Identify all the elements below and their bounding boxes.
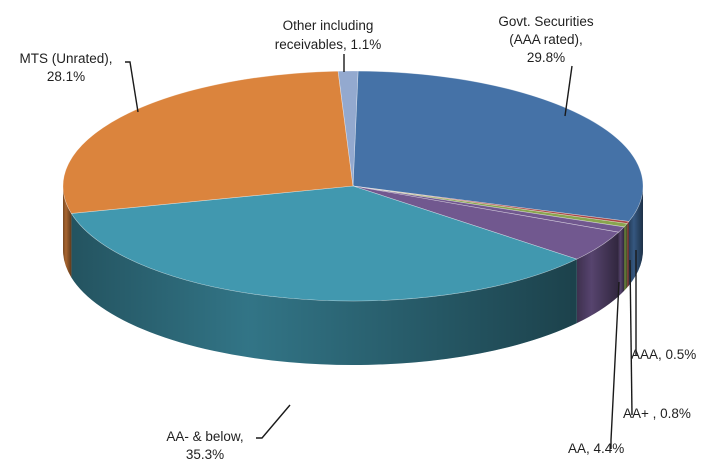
slice-govt bbox=[352, 70, 644, 222]
slice-aaminus bbox=[70, 185, 578, 302]
leader-lines bbox=[125, 54, 637, 449]
slice-side-shade-other1 bbox=[627, 221, 629, 288]
slice-label-govt-line-1: Govt. Securities bbox=[498, 14, 594, 29]
pie-sides bbox=[63, 186, 643, 365]
slice-label-aaminus-line-2: 35.3% bbox=[186, 447, 224, 462]
slice-side-shade-aaminus bbox=[71, 213, 577, 365]
slice-side-shade-aa bbox=[576, 232, 619, 324]
slice-label-mts-line-1: MTS (Unrated), bbox=[19, 51, 112, 66]
slice-label-aa-line-1: AA, 4.4% bbox=[568, 441, 624, 456]
slice-mts bbox=[62, 70, 354, 214]
slice-label-mts-line-2: 28.1% bbox=[47, 69, 85, 84]
slice-other bbox=[337, 70, 359, 187]
slice-labels: Govt. Securities (AAA rated), 29.8% AAA, 0.… bbox=[19, 14, 696, 462]
slice-label-govt-line-2: (AAA rated), bbox=[509, 32, 583, 47]
slice-label-other-line-1: Other including bbox=[283, 18, 374, 33]
slice-side-shade-aaplus bbox=[618, 226, 625, 297]
slice-label-aaminus-line-1: AA- & below, bbox=[166, 429, 243, 444]
leader-line-aa bbox=[610, 281, 620, 449]
slice-side-shade-mts bbox=[63, 186, 72, 278]
leader-line-govt bbox=[564, 65, 573, 117]
pie-tops bbox=[62, 70, 644, 302]
leader-line-aaplus bbox=[629, 259, 633, 416]
leader-line-mts bbox=[125, 61, 139, 113]
slice-side-shade-aaa bbox=[624, 223, 628, 291]
slice-side-shade-govt bbox=[628, 186, 643, 286]
slice-label-aaa-line-1: AAA, 0.5% bbox=[631, 347, 696, 362]
slice-label-other-line-2: receivables, 1.1% bbox=[275, 37, 382, 52]
slice-label-aaplus-line-1: AA+ , 0.8% bbox=[623, 406, 691, 421]
slice-label-govt-line-3: 29.8% bbox=[527, 50, 565, 65]
leader-line-aaminus bbox=[256, 404, 291, 439]
